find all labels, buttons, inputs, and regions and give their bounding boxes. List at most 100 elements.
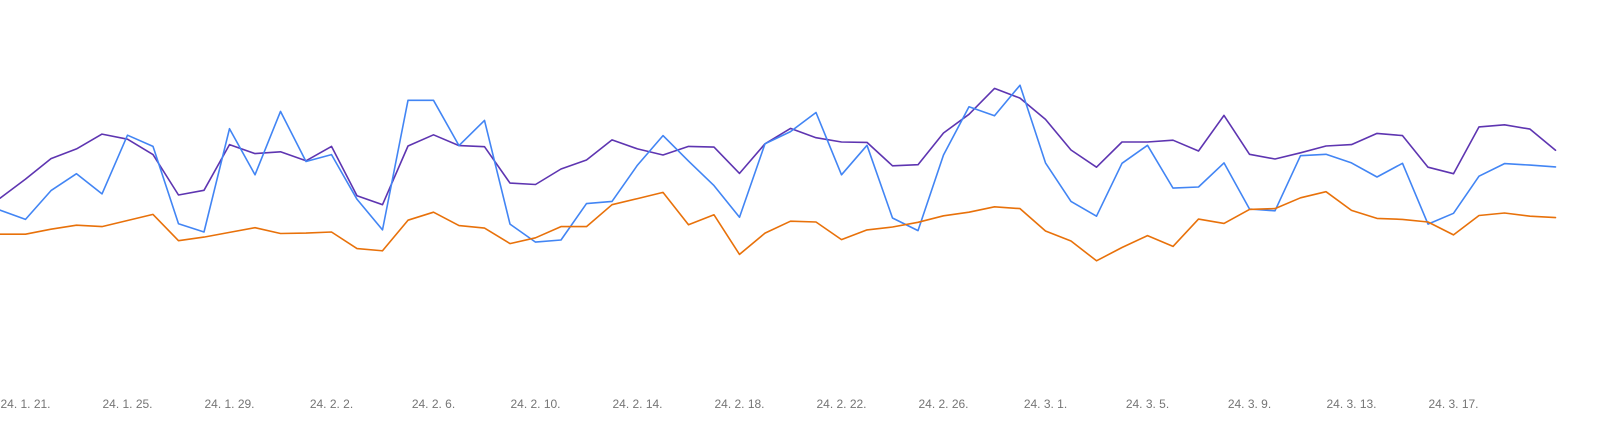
data-point[interactable] [1372,213,1382,223]
data-point[interactable] [21,174,31,184]
data-point[interactable] [1525,211,1535,221]
data-point[interactable] [888,213,898,223]
data-point[interactable] [1296,151,1306,161]
data-point[interactable] [684,141,694,151]
data-point[interactable] [709,142,719,152]
data-point[interactable] [1321,149,1331,159]
data-point[interactable] [0,229,5,239]
data-point[interactable] [811,217,821,227]
data-point[interactable] [837,170,847,180]
data-point[interactable] [1143,140,1153,150]
data-point[interactable] [1321,187,1331,197]
data-point[interactable] [148,141,158,151]
data-point[interactable] [352,244,362,254]
data-point[interactable] [556,235,566,245]
data-point[interactable] [123,216,133,226]
data-point[interactable] [1423,162,1433,172]
data-point[interactable] [1500,208,1510,218]
series-line-2[interactable] [0,84,1557,243]
data-point[interactable] [505,219,515,229]
data-point[interactable] [582,199,592,209]
data-point[interactable] [582,222,592,232]
data-point[interactable] [1474,211,1484,221]
data-point[interactable] [913,217,923,227]
data-point[interactable] [250,170,260,180]
data-point[interactable] [174,219,184,229]
data-point[interactable] [505,178,515,188]
series-line-3[interactable] [0,190,1557,262]
data-point[interactable] [888,222,898,232]
data-point[interactable] [1168,183,1178,193]
data-point[interactable] [1372,172,1382,182]
data-point[interactable] [1066,196,1076,206]
data-point[interactable] [46,224,56,234]
data-point[interactable] [684,220,694,230]
data-point[interactable] [1551,145,1561,155]
data-point[interactable] [1015,80,1025,90]
data-point[interactable] [1270,154,1280,164]
data-point[interactable] [1423,217,1433,227]
data-point[interactable] [429,207,439,217]
data-point[interactable] [148,209,158,219]
data-point[interactable] [21,229,31,239]
data-point[interactable] [1194,146,1204,156]
data-point[interactable] [607,135,617,145]
data-point[interactable] [276,106,286,116]
data-point[interactable] [1041,226,1051,236]
data-point[interactable] [1168,135,1178,145]
data-point[interactable] [888,161,898,171]
data-point[interactable] [72,169,82,179]
data-point[interactable] [531,180,541,190]
data-point[interactable] [786,127,796,137]
data-point[interactable] [990,111,1000,121]
data-point[interactable] [658,131,668,141]
data-point[interactable] [1270,204,1280,214]
data-point[interactable] [250,149,260,159]
data-point[interactable] [1372,128,1382,138]
data-point[interactable] [633,144,643,154]
data-point[interactable] [1398,131,1408,141]
data-point[interactable] [658,187,668,197]
data-point[interactable] [1245,149,1255,159]
data-point[interactable] [709,210,719,220]
data-point[interactable] [301,228,311,238]
data-point[interactable] [1449,208,1459,218]
data-point[interactable] [1219,218,1229,228]
data-point[interactable] [1168,241,1178,251]
data-point[interactable] [964,207,974,217]
data-point[interactable] [1474,122,1484,132]
data-point[interactable] [378,246,388,256]
data-point[interactable] [1347,140,1357,150]
data-point[interactable] [225,124,235,134]
data-point[interactable] [123,130,133,140]
data-point[interactable] [174,190,184,200]
data-point[interactable] [1525,160,1535,170]
data-point[interactable] [964,102,974,112]
data-point[interactable] [505,239,515,249]
data-point[interactable] [1194,182,1204,192]
data-point[interactable] [556,164,566,174]
data-point[interactable] [990,83,1000,93]
data-point[interactable] [837,137,847,147]
data-point[interactable] [1092,211,1102,221]
data-point[interactable] [1449,169,1459,179]
data-point[interactable] [429,95,439,105]
data-point[interactable] [327,150,337,160]
data-point[interactable] [174,236,184,246]
data-point[interactable] [684,156,694,166]
data-point[interactable] [939,128,949,138]
data-point[interactable] [1117,243,1127,253]
data-point[interactable] [811,108,821,118]
data-point[interactable] [1398,158,1408,168]
data-point[interactable] [1015,204,1025,214]
data-point[interactable] [862,225,872,235]
data-point[interactable] [709,181,719,191]
data-point[interactable] [1500,159,1510,169]
series-line-1[interactable] [0,87,1557,206]
data-point[interactable] [862,140,872,150]
data-point[interactable] [1041,158,1051,168]
data-point[interactable] [276,147,286,157]
data-point[interactable] [21,214,31,224]
data-point[interactable] [97,189,107,199]
data-point[interactable] [327,227,337,237]
